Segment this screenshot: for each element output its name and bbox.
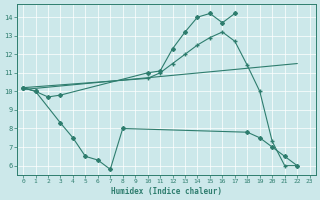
X-axis label: Humidex (Indice chaleur): Humidex (Indice chaleur): [111, 187, 222, 196]
